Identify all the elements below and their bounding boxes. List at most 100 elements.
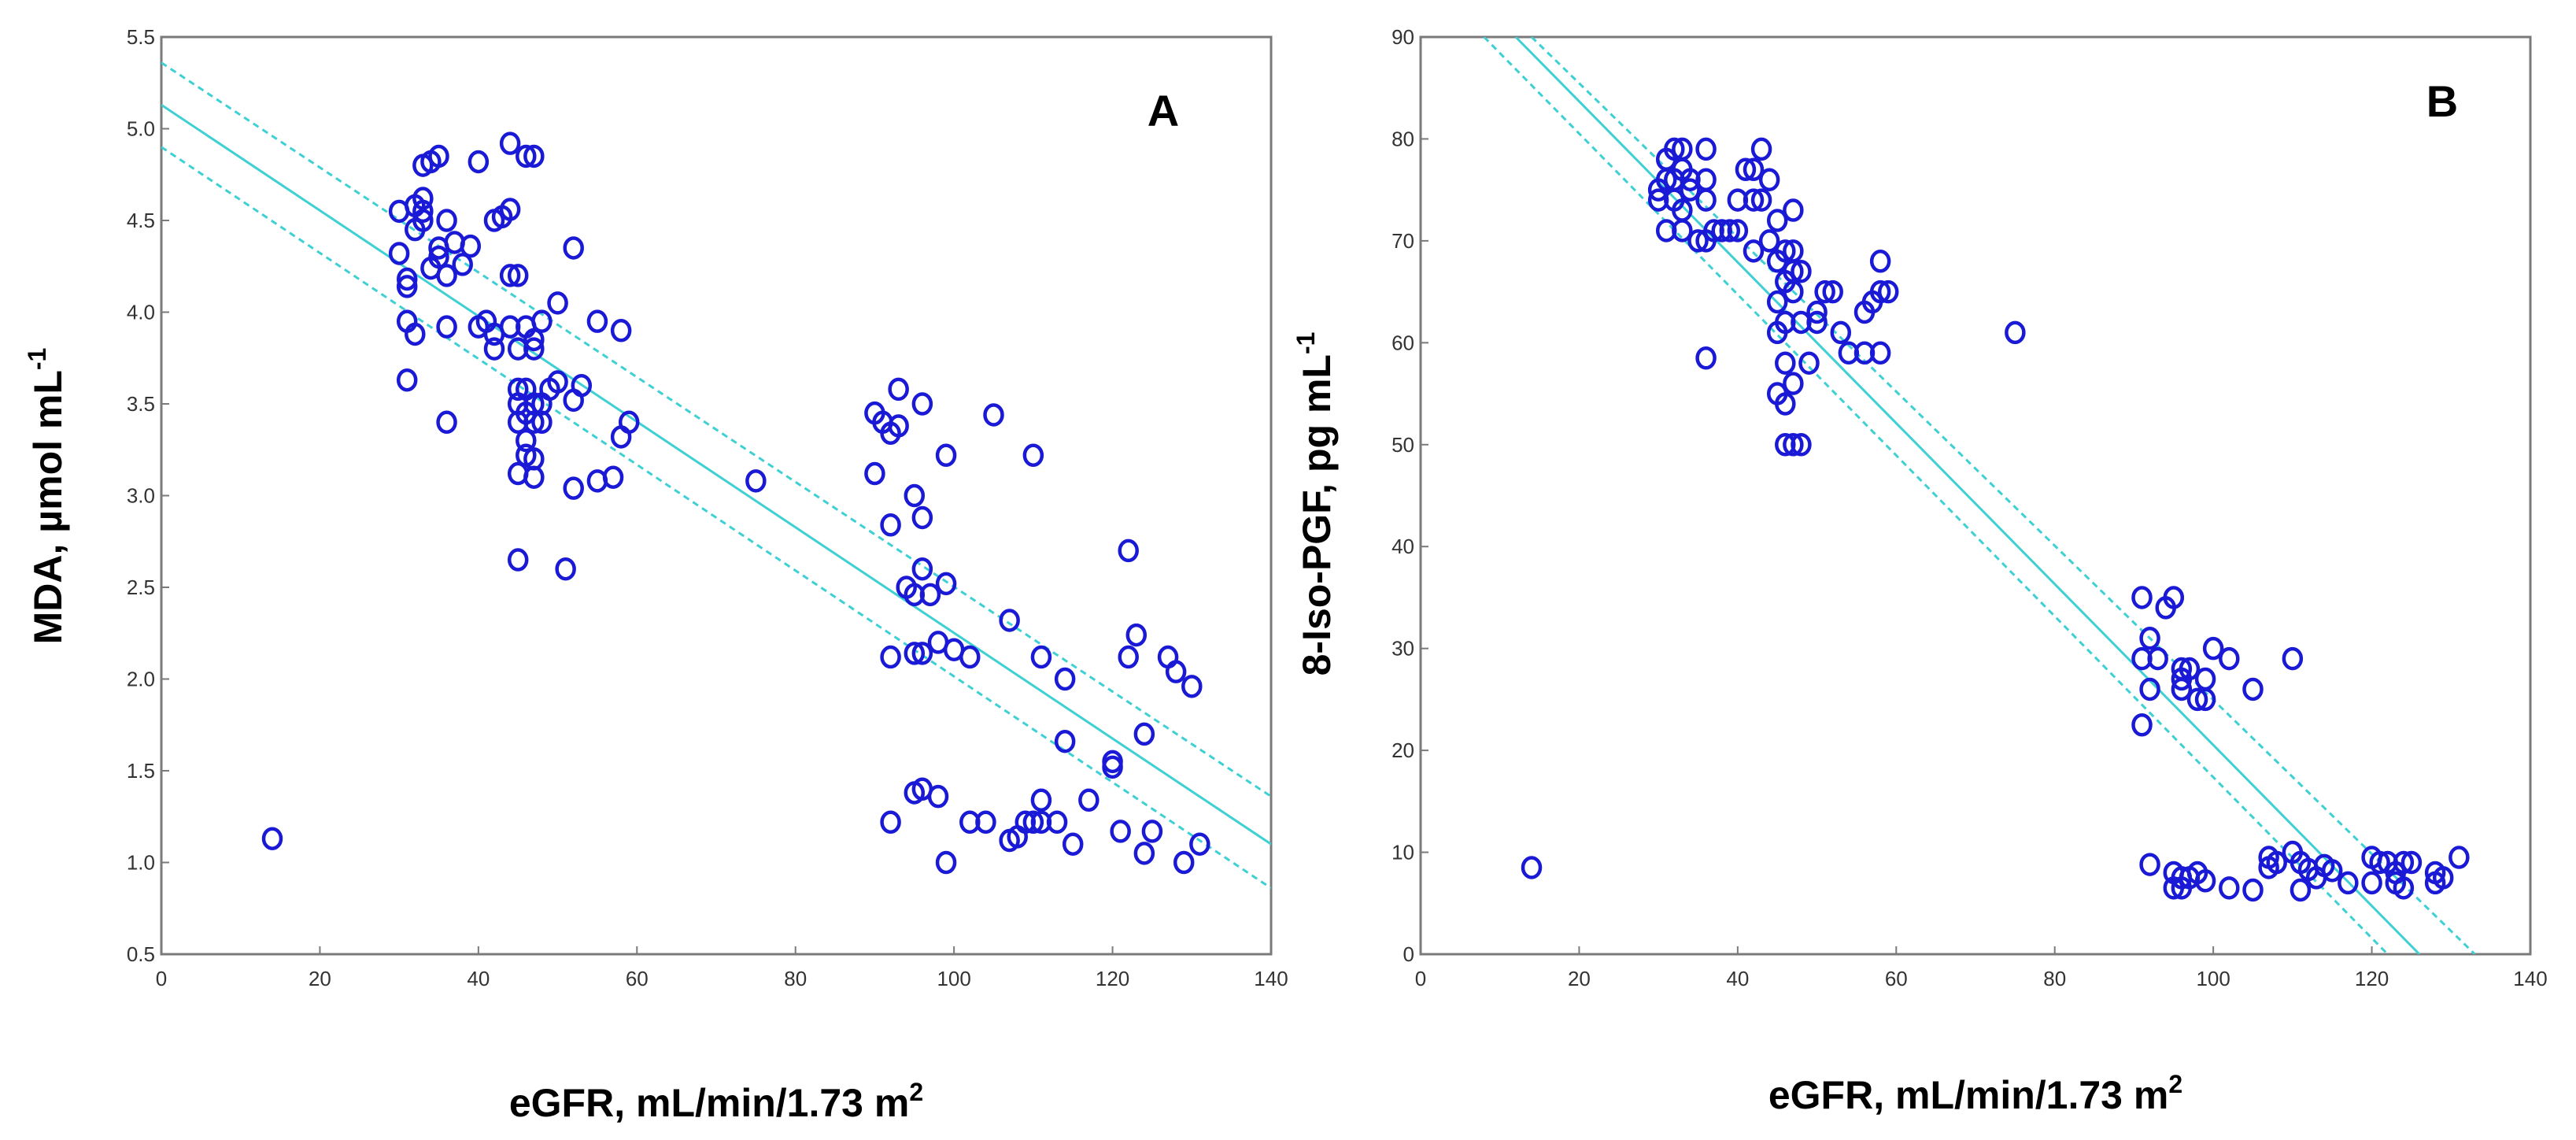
panel-a-y-tick-label: 1.0 xyxy=(127,851,155,875)
panel-b-data-point xyxy=(2266,850,2287,875)
panel-b-y-tick-label: 10 xyxy=(1391,841,1414,864)
panel-b-data-point xyxy=(1775,392,1796,416)
panel-b-data-point xyxy=(1680,178,1701,202)
panel-a-data-point xyxy=(602,465,624,489)
panel-b-data-point xyxy=(2005,320,2026,345)
panel-a-data-point xyxy=(1030,645,1052,669)
panel-a-x-label-sup: 2 xyxy=(909,1078,923,1106)
panel-b-data-point xyxy=(2369,850,2390,875)
panel-a-y-tick-label: 0.5 xyxy=(127,942,155,966)
panel-a-data-point xyxy=(1110,820,1131,843)
panel-a-data-point xyxy=(1141,820,1163,843)
panel-b-x-tick-label: 20 xyxy=(1568,967,1591,990)
panel-a-data-point xyxy=(388,242,410,265)
panel-b-data-point xyxy=(2139,626,2160,650)
panel-b-data-point xyxy=(1766,290,1788,314)
panel-b-data-point xyxy=(2448,846,2470,869)
panel-b-data-point xyxy=(1775,239,1796,263)
panel-a-data-point xyxy=(523,144,545,168)
panel-a-data-point xyxy=(523,337,545,361)
panel-b-y-tick-label: 60 xyxy=(1391,331,1414,354)
panel-b-data-point xyxy=(1814,279,1835,304)
panel-b-data-point xyxy=(2290,878,2312,902)
panel-b-x-ticks: 0 20 40 60 80 100 120 140 xyxy=(1415,946,2548,990)
panel-a-data-point xyxy=(1022,443,1044,467)
panel-b-data-point xyxy=(1695,346,1717,370)
panel-a-data-point xyxy=(516,428,537,453)
panel-b-data-point xyxy=(1743,157,1765,182)
panel-b-chart: 0 10 20 30 40 50 60 70 80 90 0 20 40 60 80 100 120 140 B… xyxy=(1292,25,2548,1117)
panel-a-y-tick-label: 5.5 xyxy=(127,25,155,49)
panel-b-data-point xyxy=(1758,168,1780,191)
panel-a-ci-upper-line xyxy=(161,61,1271,798)
panel-b-data-point xyxy=(1672,219,1693,242)
panel-b-data-point xyxy=(2131,713,2153,737)
panel-a-data-point xyxy=(1078,788,1100,812)
panel-b-data-point xyxy=(1783,433,1804,457)
panel-b-data-point xyxy=(1521,856,1543,879)
panel-a-x-tick-label: 60 xyxy=(626,967,649,990)
panel-a-x-tick-label: 100 xyxy=(937,967,970,990)
panel-a-data-point xyxy=(436,410,457,435)
panel-b-data-point xyxy=(1822,279,1843,304)
panel-a-data-point xyxy=(468,150,490,174)
panel-b-y-tick-label: 30 xyxy=(1391,637,1414,661)
panel-b-plot-area xyxy=(1419,35,2532,956)
panel-b-data-point xyxy=(1695,168,1717,191)
panel-b-data-point xyxy=(2400,850,2423,875)
panel-b-data-point xyxy=(1695,137,1717,161)
panel-a-data-point xyxy=(452,253,473,276)
panel-a-y-tick-label: 1.5 xyxy=(127,759,155,783)
panel-a-fit-line xyxy=(161,103,1271,846)
panel-b-data-point xyxy=(1743,188,1765,212)
panel-b-data-point xyxy=(1783,198,1804,222)
panel-a-data-point xyxy=(428,245,449,269)
panel-b-data-point xyxy=(1798,351,1820,375)
panel-a-data-point xyxy=(983,403,1004,427)
panel-a-data-point xyxy=(436,315,457,339)
panel-a-data-point xyxy=(499,198,521,221)
panel-a-data-point xyxy=(904,642,926,665)
panel-b-data-point xyxy=(2194,869,2216,893)
panel-b-y-tick-label: 20 xyxy=(1391,738,1414,762)
panel-a-letter: A xyxy=(1148,86,1179,135)
panel-a-data-point xyxy=(571,373,593,398)
panel-a-data-point xyxy=(975,810,996,834)
panel-b-data-point xyxy=(1727,219,1749,242)
panel-a-data-point xyxy=(1022,810,1044,834)
panel-b-data-point xyxy=(1719,219,1741,242)
panel-b-data-point xyxy=(1869,250,1891,273)
panel-a-data-point xyxy=(880,645,901,669)
panel-a-data-point xyxy=(904,483,926,508)
panel-b-data-point xyxy=(1830,320,1852,345)
panel-a-data-point xyxy=(935,443,957,467)
panel-a-data-point xyxy=(880,810,901,834)
panel-b-data-point xyxy=(2219,646,2240,671)
panel-b-data-point xyxy=(2171,677,2193,701)
panel-b-data-point xyxy=(2131,586,2153,609)
panel-b-ci-upper-line xyxy=(1530,37,2476,954)
panel-a-x-label-text: eGFR, mL/min/1.73 m xyxy=(509,1081,909,1125)
panel-a-x-axis-title: eGFR, mL/min/1.73 m2 xyxy=(509,1078,923,1125)
panel-b-data-point xyxy=(1758,229,1780,253)
panel-b-data-point xyxy=(2139,853,2160,876)
panel-a-data-point xyxy=(935,572,957,596)
panel-a-y-axis-title: MDA, µmol mL-1 xyxy=(23,348,70,645)
panel-a-data-point xyxy=(507,264,529,287)
panel-a-data-point xyxy=(436,264,457,287)
panel-b-x-axis-title: eGFR, mL/min/1.73 m2 xyxy=(1768,1070,2182,1117)
panel-a-data-point xyxy=(745,469,767,493)
panel-b-x-label-text: eGFR, mL/min/1.73 m xyxy=(1768,1073,2168,1117)
panel-b-data-point xyxy=(1775,351,1796,375)
panel-a-data-point xyxy=(618,410,640,435)
panel-a-data-point xyxy=(911,392,933,416)
panel-b-letter: B xyxy=(2426,76,2458,126)
panel-b-x-tick-label: 40 xyxy=(1726,967,1749,990)
panel-a-data-point xyxy=(412,187,434,210)
panel-a-data-point xyxy=(911,642,933,665)
panel-b-data-point xyxy=(2219,876,2240,900)
panel-a-data-point xyxy=(1046,810,1068,834)
panel-b-data-point xyxy=(1791,433,1812,457)
panel-b-data-point xyxy=(2242,677,2264,701)
panel-b-data-point xyxy=(1806,300,1828,324)
